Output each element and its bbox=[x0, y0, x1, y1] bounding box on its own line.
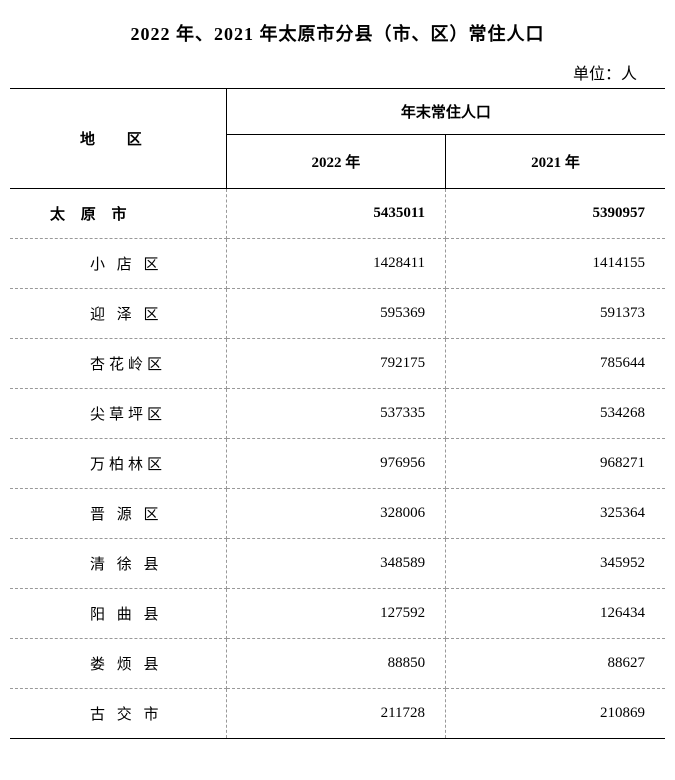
header-group: 年末常住人口 bbox=[226, 89, 665, 135]
table-row: 古 交 市 211728 210869 bbox=[10, 689, 665, 739]
table-row: 尖草坪区 537335 534268 bbox=[10, 389, 665, 439]
value-cell: 88627 bbox=[446, 639, 665, 689]
region-cell: 尖草坪区 bbox=[10, 389, 226, 439]
table-row: 清 徐 县 348589 345952 bbox=[10, 539, 665, 589]
table-row: 娄 烦 县 88850 88627 bbox=[10, 639, 665, 689]
value-cell: 126434 bbox=[446, 589, 665, 639]
population-table: 地 区 年末常住人口 2022 年 2021 年 太 原 市 5435011 5… bbox=[10, 88, 665, 739]
region-cell: 太 原 市 bbox=[10, 189, 226, 239]
value-cell: 537335 bbox=[226, 389, 445, 439]
table-row: 杏花岭区 792175 785644 bbox=[10, 339, 665, 389]
value-cell: 5390957 bbox=[446, 189, 665, 239]
value-cell: 5435011 bbox=[226, 189, 445, 239]
table-row: 迎 泽 区 595369 591373 bbox=[10, 289, 665, 339]
value-cell: 211728 bbox=[226, 689, 445, 739]
region-cell: 娄 烦 县 bbox=[10, 639, 226, 689]
value-cell: 1414155 bbox=[446, 239, 665, 289]
value-cell: 328006 bbox=[226, 489, 445, 539]
value-cell: 976956 bbox=[226, 439, 445, 489]
region-cell: 晋 源 区 bbox=[10, 489, 226, 539]
value-cell: 792175 bbox=[226, 339, 445, 389]
value-cell: 210869 bbox=[446, 689, 665, 739]
region-cell: 杏花岭区 bbox=[10, 339, 226, 389]
table-row: 晋 源 区 328006 325364 bbox=[10, 489, 665, 539]
header-2022: 2022 年 bbox=[226, 135, 445, 189]
header-region: 地 区 bbox=[10, 89, 226, 189]
region-cell: 古 交 市 bbox=[10, 689, 226, 739]
value-cell: 88850 bbox=[226, 639, 445, 689]
value-cell: 325364 bbox=[446, 489, 665, 539]
value-cell: 534268 bbox=[446, 389, 665, 439]
value-cell: 595369 bbox=[226, 289, 445, 339]
table-row: 万柏林区 976956 968271 bbox=[10, 439, 665, 489]
region-cell: 万柏林区 bbox=[10, 439, 226, 489]
value-cell: 348589 bbox=[226, 539, 445, 589]
value-cell: 785644 bbox=[446, 339, 665, 389]
region-cell: 迎 泽 区 bbox=[10, 289, 226, 339]
region-cell: 清 徐 县 bbox=[10, 539, 226, 589]
header-2021: 2021 年 bbox=[446, 135, 665, 189]
value-cell: 345952 bbox=[446, 539, 665, 589]
page-title: 2022 年、2021 年太原市分县（市、区）常住人口 bbox=[10, 20, 665, 46]
value-cell: 127592 bbox=[226, 589, 445, 639]
value-cell: 1428411 bbox=[226, 239, 445, 289]
region-cell: 阳 曲 县 bbox=[10, 589, 226, 639]
table-row: 小 店 区 1428411 1414155 bbox=[10, 239, 665, 289]
value-cell: 968271 bbox=[446, 439, 665, 489]
value-cell: 591373 bbox=[446, 289, 665, 339]
region-cell: 小 店 区 bbox=[10, 239, 226, 289]
table-row: 阳 曲 县 127592 126434 bbox=[10, 589, 665, 639]
table-row: 太 原 市 5435011 5390957 bbox=[10, 189, 665, 239]
unit-label: 单位：人 bbox=[10, 60, 665, 84]
